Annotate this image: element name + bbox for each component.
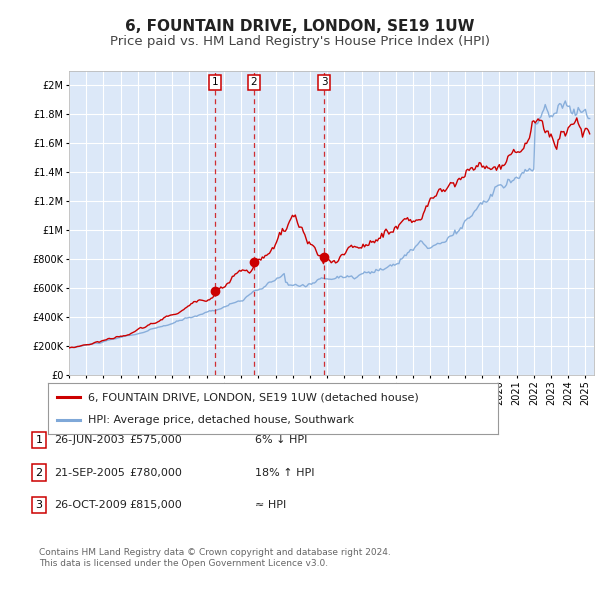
Text: £815,000: £815,000 xyxy=(129,500,182,510)
Text: 1: 1 xyxy=(35,435,43,445)
Text: 1: 1 xyxy=(212,77,218,87)
Text: £780,000: £780,000 xyxy=(129,468,182,477)
Text: 2: 2 xyxy=(35,468,43,477)
Text: 26-JUN-2003: 26-JUN-2003 xyxy=(54,435,125,445)
Text: 18% ↑ HPI: 18% ↑ HPI xyxy=(255,468,314,477)
Text: 26-OCT-2009: 26-OCT-2009 xyxy=(54,500,127,510)
Text: 3: 3 xyxy=(35,500,43,510)
Text: 6, FOUNTAIN DRIVE, LONDON, SE19 1UW: 6, FOUNTAIN DRIVE, LONDON, SE19 1UW xyxy=(125,19,475,34)
Text: HPI: Average price, detached house, Southwark: HPI: Average price, detached house, Sout… xyxy=(89,415,355,425)
Text: Contains HM Land Registry data © Crown copyright and database right 2024.
This d: Contains HM Land Registry data © Crown c… xyxy=(39,548,391,568)
Text: Price paid vs. HM Land Registry's House Price Index (HPI): Price paid vs. HM Land Registry's House … xyxy=(110,35,490,48)
Text: 2: 2 xyxy=(250,77,257,87)
Text: ≈ HPI: ≈ HPI xyxy=(255,500,286,510)
Text: 6, FOUNTAIN DRIVE, LONDON, SE19 1UW (detached house): 6, FOUNTAIN DRIVE, LONDON, SE19 1UW (det… xyxy=(89,392,419,402)
Text: 6% ↓ HPI: 6% ↓ HPI xyxy=(255,435,307,445)
Text: 3: 3 xyxy=(321,77,328,87)
Text: 21-SEP-2005: 21-SEP-2005 xyxy=(54,468,125,477)
Text: £575,000: £575,000 xyxy=(129,435,182,445)
